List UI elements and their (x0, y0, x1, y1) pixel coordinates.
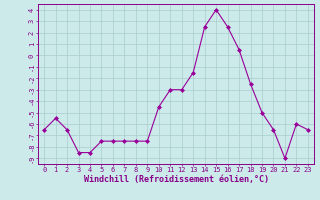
X-axis label: Windchill (Refroidissement éolien,°C): Windchill (Refroidissement éolien,°C) (84, 175, 268, 184)
